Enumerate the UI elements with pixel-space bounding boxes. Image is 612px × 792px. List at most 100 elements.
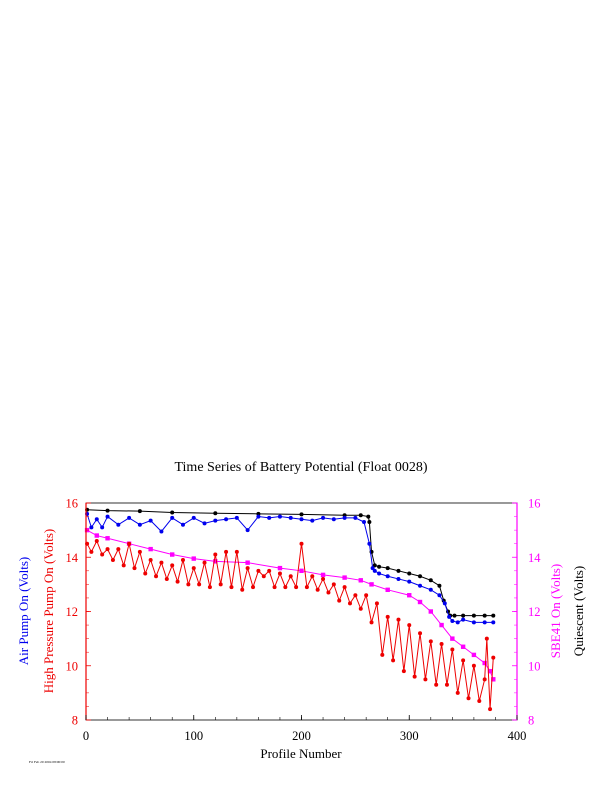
data-point-3-54 <box>374 601 379 606</box>
data-point-2-6 <box>191 556 196 561</box>
data-point-3-36 <box>277 571 282 576</box>
data-point-3-68 <box>450 647 455 652</box>
data-point-2-15 <box>385 587 390 592</box>
data-point-3-10 <box>137 549 142 554</box>
data-point-3-58 <box>396 617 401 622</box>
data-point-3-51 <box>358 606 363 611</box>
series-line-1 <box>86 513 494 623</box>
data-point-3-18 <box>180 557 185 562</box>
right-y-tick-label: 14 <box>528 551 541 565</box>
data-point-3-25 <box>218 582 223 587</box>
data-point-0-8 <box>358 513 363 518</box>
data-point-2-11 <box>320 572 326 578</box>
data-point-3-3 <box>100 552 105 557</box>
data-point-1-15 <box>224 517 229 522</box>
data-point-1-9 <box>159 529 164 534</box>
data-point-3-74 <box>482 677 487 682</box>
data-point-2-12 <box>342 575 347 580</box>
data-point-3-42 <box>310 574 315 579</box>
left-y-tick-label: 8 <box>72 714 78 728</box>
data-point-3-35 <box>272 585 277 590</box>
data-point-1-30 <box>370 566 375 571</box>
data-point-0-4 <box>213 511 218 516</box>
data-point-0-15 <box>396 568 401 573</box>
data-point-1-38 <box>437 593 442 598</box>
data-point-1-21 <box>288 515 293 520</box>
data-point-2-1 <box>94 533 99 538</box>
data-point-1-39 <box>442 601 447 606</box>
data-point-2-18 <box>428 609 433 614</box>
data-point-2-21 <box>460 644 466 649</box>
data-point-1-11 <box>180 522 185 527</box>
data-point-3-76 <box>488 707 493 712</box>
data-point-0-2 <box>137 509 142 514</box>
data-point-0-24 <box>461 613 466 618</box>
x-tick-label: 200 <box>292 729 311 743</box>
x-tick-label: 400 <box>508 729 527 743</box>
data-point-3-52 <box>364 593 369 598</box>
data-point-3-14 <box>159 560 164 565</box>
right-y-tick-label: 16 <box>528 497 541 511</box>
data-point-3-57 <box>391 658 396 663</box>
data-point-0-16 <box>407 571 412 576</box>
data-point-0-10 <box>367 519 372 524</box>
data-point-1-7 <box>137 522 142 527</box>
series-line-3 <box>86 539 494 710</box>
data-point-0-25 <box>471 613 476 618</box>
chart-title: Time Series of Battery Potential (Float … <box>174 460 427 475</box>
left-y-label-air-pump: Air Pump On (Volts) <box>16 557 31 665</box>
data-point-3-32 <box>256 568 261 573</box>
data-point-3-72 <box>471 663 476 668</box>
data-point-3-61 <box>412 674 417 679</box>
data-point-3-49 <box>347 601 352 606</box>
data-point-3-2 <box>94 538 99 543</box>
data-point-1-27 <box>353 515 358 520</box>
left-y-tick-label: 14 <box>66 551 79 565</box>
data-point-1-4 <box>105 514 110 519</box>
data-point-2-9 <box>277 565 283 571</box>
left-y-tick-label: 12 <box>66 605 79 619</box>
data-point-3-16 <box>170 563 175 568</box>
data-point-0-3 <box>170 510 175 515</box>
data-point-3-38 <box>288 574 293 579</box>
data-point-2-20 <box>450 636 455 641</box>
data-point-3-17 <box>175 579 180 584</box>
data-point-3-20 <box>191 566 196 571</box>
data-point-1-34 <box>396 576 401 581</box>
data-point-0-17 <box>418 574 423 579</box>
data-point-1-3 <box>100 525 105 530</box>
data-point-3-22 <box>202 560 207 565</box>
data-point-1-23 <box>310 518 315 523</box>
data-point-2-4 <box>148 546 153 552</box>
data-point-0-23 <box>452 613 457 618</box>
data-point-1-32 <box>377 571 382 576</box>
right-y-tick-label: 10 <box>528 659 541 673</box>
data-point-0-6 <box>299 512 304 517</box>
data-point-3-19 <box>186 582 191 587</box>
data-point-1-19 <box>267 515 272 520</box>
data-point-1-25 <box>331 517 336 522</box>
left-y-label-high-pressure-pump: High Pressure Pump On (Volts) <box>41 529 56 693</box>
data-point-2-16 <box>407 593 412 598</box>
right-y-label-quiescent: Quiescent (Volts) <box>571 566 586 656</box>
data-point-1-40 <box>447 614 452 619</box>
data-point-3-47 <box>337 598 342 603</box>
data-point-2-10 <box>299 568 304 574</box>
data-point-1-43 <box>461 617 466 622</box>
data-point-1-14 <box>213 518 218 523</box>
data-point-0-12 <box>372 563 377 568</box>
plot-frame <box>85 502 518 721</box>
data-point-3-8 <box>127 541 132 546</box>
data-point-0-9 <box>366 514 371 519</box>
data-point-3-50 <box>353 593 358 598</box>
left-y-tick-label: 10 <box>66 659 79 673</box>
data-point-1-10 <box>170 515 175 520</box>
data-point-0-13 <box>377 564 382 569</box>
data-point-2-19 <box>439 622 444 628</box>
data-point-2-25 <box>491 677 496 682</box>
data-point-0-19 <box>437 583 442 588</box>
data-point-0-27 <box>491 613 496 618</box>
data-point-3-63 <box>423 677 428 682</box>
